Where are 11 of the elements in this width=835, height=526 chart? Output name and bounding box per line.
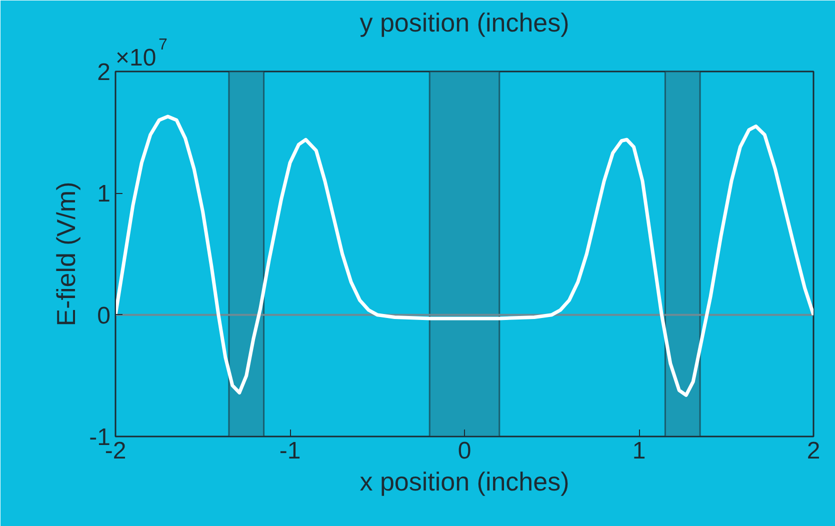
x-axis-title: x position (inches) <box>360 466 570 496</box>
x-tick-label: -1 <box>279 438 301 464</box>
chart-title: y position (inches) <box>360 8 570 38</box>
x-tick-label: 2 <box>806 438 820 464</box>
y-tick-label: 2 <box>97 59 111 86</box>
x-tick-label: 0 <box>458 438 472 464</box>
y-tick-label: 1 <box>97 180 111 208</box>
y-axis-title: E-field (V/m) <box>51 182 82 326</box>
x-tick-label: 1 <box>632 438 646 464</box>
line-series <box>116 114 814 397</box>
y-tick-label: 0 <box>97 302 111 330</box>
